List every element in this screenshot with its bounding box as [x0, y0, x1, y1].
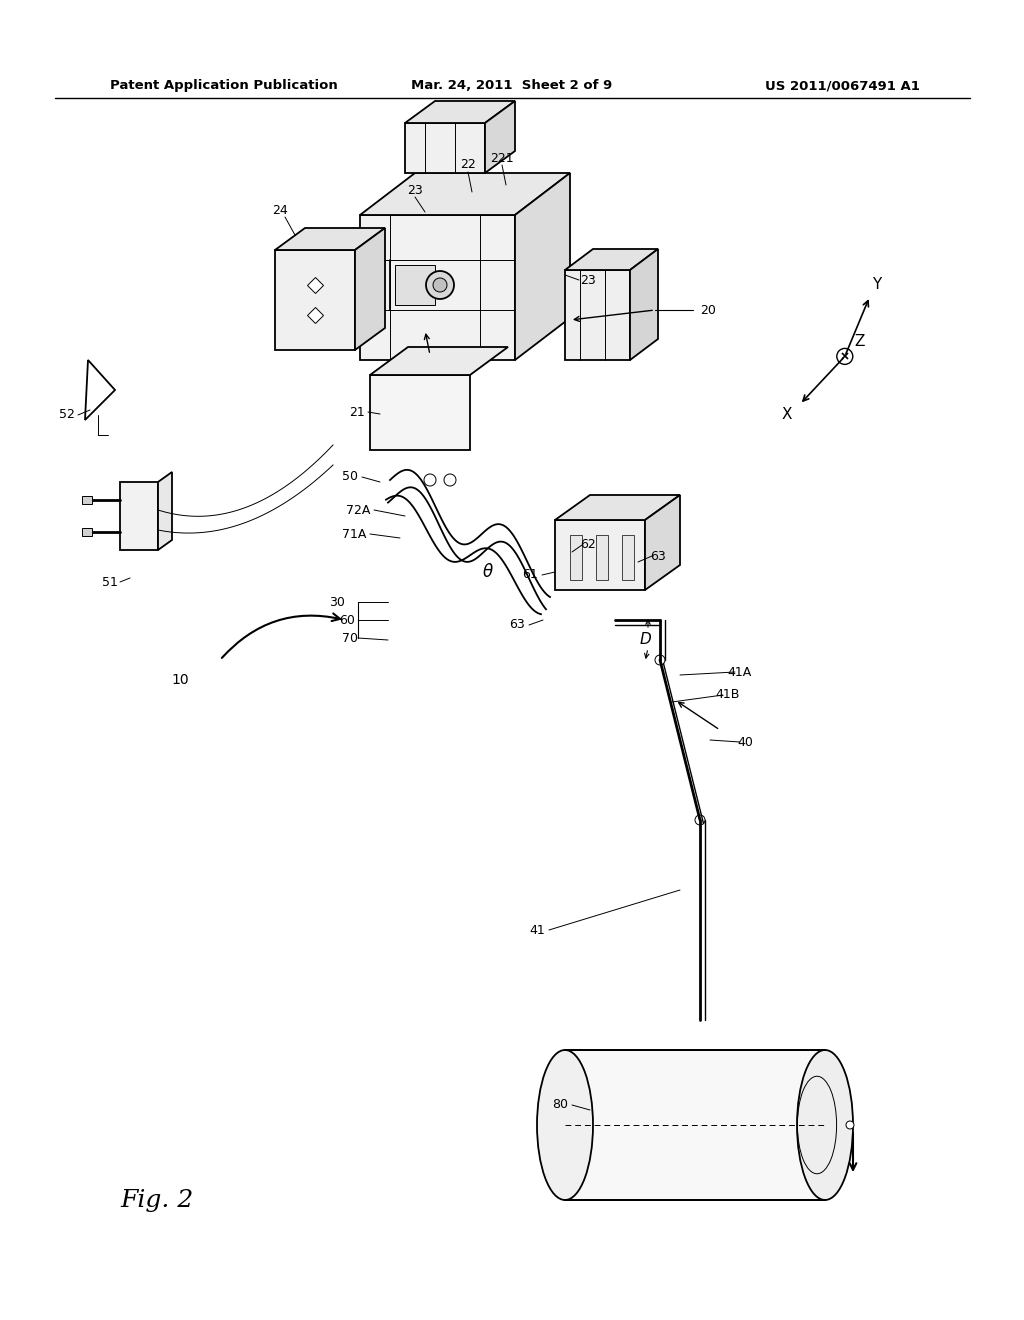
Polygon shape [158, 473, 172, 550]
Text: 63: 63 [650, 549, 666, 562]
Polygon shape [406, 102, 515, 123]
Text: 41B: 41B [716, 689, 740, 701]
Polygon shape [370, 347, 508, 375]
Polygon shape [555, 520, 645, 590]
Polygon shape [82, 528, 92, 536]
Text: X: X [781, 407, 792, 422]
Polygon shape [485, 102, 515, 173]
Text: 22: 22 [460, 158, 476, 172]
Text: 20: 20 [700, 304, 716, 317]
Polygon shape [645, 495, 680, 590]
Text: 80: 80 [552, 1098, 568, 1111]
Polygon shape [515, 173, 570, 360]
Text: 30: 30 [329, 595, 345, 609]
Circle shape [433, 279, 447, 292]
Text: 24: 24 [272, 203, 288, 216]
Polygon shape [275, 228, 385, 249]
Text: 61: 61 [522, 569, 538, 582]
Text: 221: 221 [490, 152, 514, 165]
Polygon shape [622, 535, 634, 579]
Text: 23: 23 [408, 183, 423, 197]
Text: 62: 62 [581, 539, 596, 552]
Text: 70: 70 [342, 631, 358, 644]
Text: 72A: 72A [346, 503, 370, 516]
Text: 71A: 71A [342, 528, 366, 540]
Polygon shape [596, 535, 608, 579]
Circle shape [426, 271, 454, 300]
Text: 63: 63 [509, 619, 525, 631]
Polygon shape [395, 265, 435, 305]
Polygon shape [360, 173, 570, 215]
Text: 10: 10 [171, 673, 188, 686]
Polygon shape [565, 1049, 825, 1200]
Text: 40: 40 [737, 735, 753, 748]
Polygon shape [360, 215, 515, 360]
Polygon shape [355, 228, 385, 350]
Text: 23: 23 [581, 273, 596, 286]
Text: Fig. 2: Fig. 2 [120, 1188, 194, 1212]
Ellipse shape [537, 1049, 593, 1200]
Text: θ: θ [483, 564, 494, 581]
Circle shape [846, 1121, 854, 1129]
Text: Y: Y [872, 277, 882, 292]
Text: US 2011/0067491 A1: US 2011/0067491 A1 [765, 79, 920, 92]
Text: 41: 41 [529, 924, 545, 936]
Text: D: D [639, 632, 651, 648]
Polygon shape [565, 249, 658, 271]
Polygon shape [120, 482, 158, 550]
Polygon shape [370, 375, 470, 450]
Polygon shape [565, 271, 630, 360]
Text: Z: Z [855, 334, 865, 348]
Text: Patent Application Publication: Patent Application Publication [110, 79, 338, 92]
Ellipse shape [797, 1049, 853, 1200]
Polygon shape [555, 495, 680, 520]
Polygon shape [82, 496, 92, 504]
Text: 60: 60 [339, 614, 355, 627]
Text: Mar. 24, 2011  Sheet 2 of 9: Mar. 24, 2011 Sheet 2 of 9 [412, 79, 612, 92]
Polygon shape [275, 249, 355, 350]
Text: 41A: 41A [728, 665, 752, 678]
Text: 50: 50 [342, 470, 358, 483]
Text: 21: 21 [349, 405, 365, 418]
Text: 51: 51 [102, 576, 118, 589]
Polygon shape [406, 123, 485, 173]
Polygon shape [570, 535, 582, 579]
Text: 52: 52 [59, 408, 75, 421]
Polygon shape [630, 249, 658, 360]
